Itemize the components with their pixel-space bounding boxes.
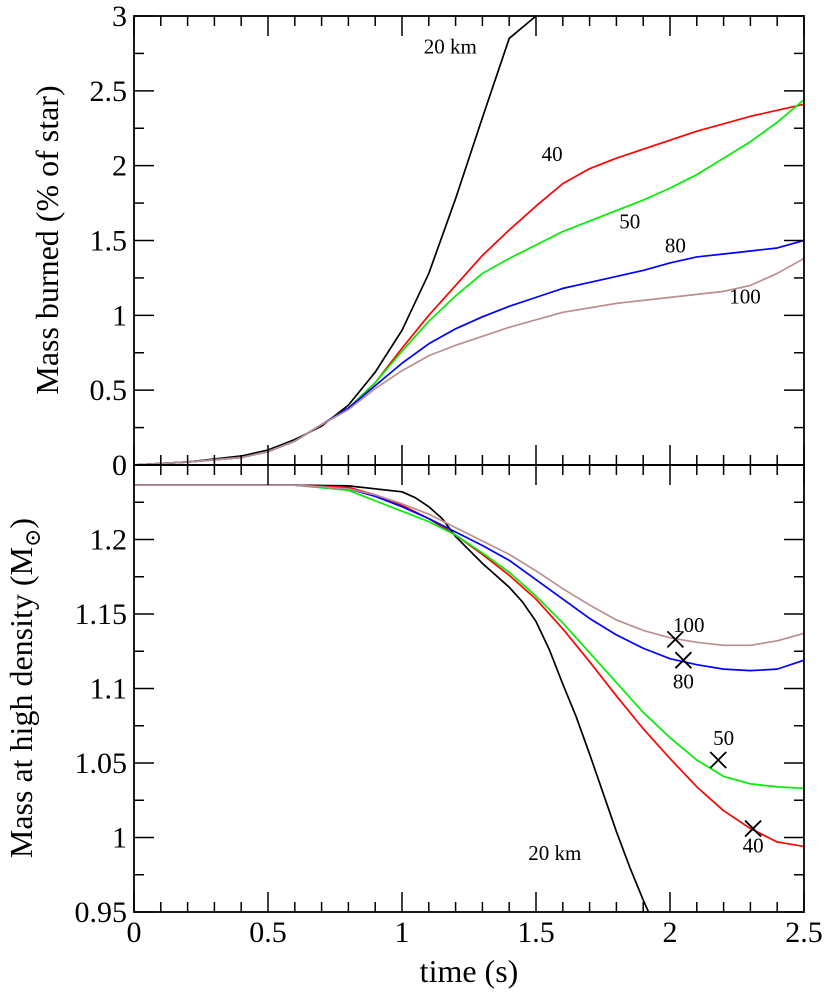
bottom-series-line-100 [134, 484, 804, 647]
top-series-layer [134, 16, 804, 465]
bottom-y-tick-label: 0.95 [75, 896, 128, 929]
bottom-x-tick-label: 0.5 [249, 916, 287, 949]
bottom-series-line-40 [134, 484, 804, 848]
bottom-curve-label-100: 100 [673, 613, 705, 637]
bottom-y-tick-label: 1.1 [90, 673, 128, 706]
top-curve-label-40: 40 [542, 142, 563, 166]
top-series-line-20-km [134, 16, 537, 465]
bottom-curve-label-50: 50 [713, 726, 734, 750]
bottom-x-tick-label: 2.5 [785, 916, 823, 949]
top-curve-label-100: 100 [729, 284, 761, 308]
bottom-series-layer [134, 484, 804, 912]
top-y-tick-label: 2.5 [90, 75, 128, 108]
bottom-x-tick-label: 1.5 [517, 916, 555, 949]
bottom-plot-frame [133, 464, 805, 913]
bottom-y-axis-label: Mass at high density (M⊙) [3, 518, 45, 858]
top-panel: 0 0.5 1 1.5 2 2.5 3 20 km 40 50 80 100 Mass burned… [29, 0, 805, 482]
bottom-panel: 0.95 1 1.05 1.1 1.15 1.2 0 0.5 1 1.5 2 2.5 100 80 50 4… [3, 464, 823, 989]
top-y-tick-label: 1.5 [90, 225, 128, 258]
top-curve-label-50: 50 [619, 210, 640, 234]
top-y-tick-label: 2 [112, 150, 127, 183]
bottom-marker-100 [666, 630, 684, 648]
top-y-tick-label: 0 [112, 449, 127, 482]
bottom-marker-80 [674, 651, 693, 669]
top-annotations-layer: 20 km 40 50 80 100 [424, 34, 761, 308]
top-series-line-80 [134, 239, 804, 465]
bottom-y-tick-label: 1.15 [75, 598, 128, 631]
top-y-tick-label: 0.5 [90, 374, 128, 407]
bottom-y-axis-label-main: Mass at high density (M [3, 547, 39, 858]
top-y-axis-label: Mass burned (% of star) [29, 85, 65, 394]
bottom-y-tick-label: 1.05 [75, 747, 128, 780]
bottom-tick-labels-layer: 0.95 1 1.05 1.1 1.15 1.2 0 0.5 1 1.5 2 2.5 [75, 524, 823, 950]
bottom-x-tick-label: 0 [127, 916, 142, 949]
bottom-markers-layer [666, 630, 762, 838]
bottom-y-axis-label-sun-symbol: ⊙ [20, 529, 45, 547]
bottom-y-tick-label: 1 [112, 822, 127, 855]
top-curve-label-80: 80 [665, 233, 686, 257]
top-plot-frame [133, 15, 805, 466]
top-ticks-layer [133, 15, 805, 466]
bottom-annotations-layer: 100 80 50 40 20 km [528, 613, 763, 865]
bottom-marker-40 [744, 819, 762, 838]
top-tick-labels-layer: 0 0.5 1 1.5 2 2.5 3 [90, 0, 128, 482]
bottom-series-line-50 [134, 484, 804, 790]
bottom-y-axis-label-close: ) [3, 518, 39, 529]
top-series-line-50 [134, 98, 804, 465]
bottom-x-tick-label: 2 [663, 916, 678, 949]
bottom-marker-50 [709, 751, 727, 769]
x-axis-label: time (s) [420, 953, 519, 989]
bottom-y-tick-label: 1.2 [90, 524, 128, 557]
top-y-tick-label: 3 [112, 0, 127, 33]
top-curve-label-20-km: 20 km [424, 34, 477, 58]
top-y-tick-label: 1 [112, 299, 127, 332]
bottom-curve-label-80: 80 [673, 670, 694, 694]
bottom-curve-label-40: 40 [743, 833, 764, 857]
bottom-ticks-layer [133, 465, 805, 913]
bottom-curve-label-20-km: 20 km [528, 841, 581, 865]
bottom-series-line-20-km [134, 484, 650, 912]
top-series-line-100 [134, 257, 804, 465]
bottom-x-tick-label: 1 [395, 916, 410, 949]
